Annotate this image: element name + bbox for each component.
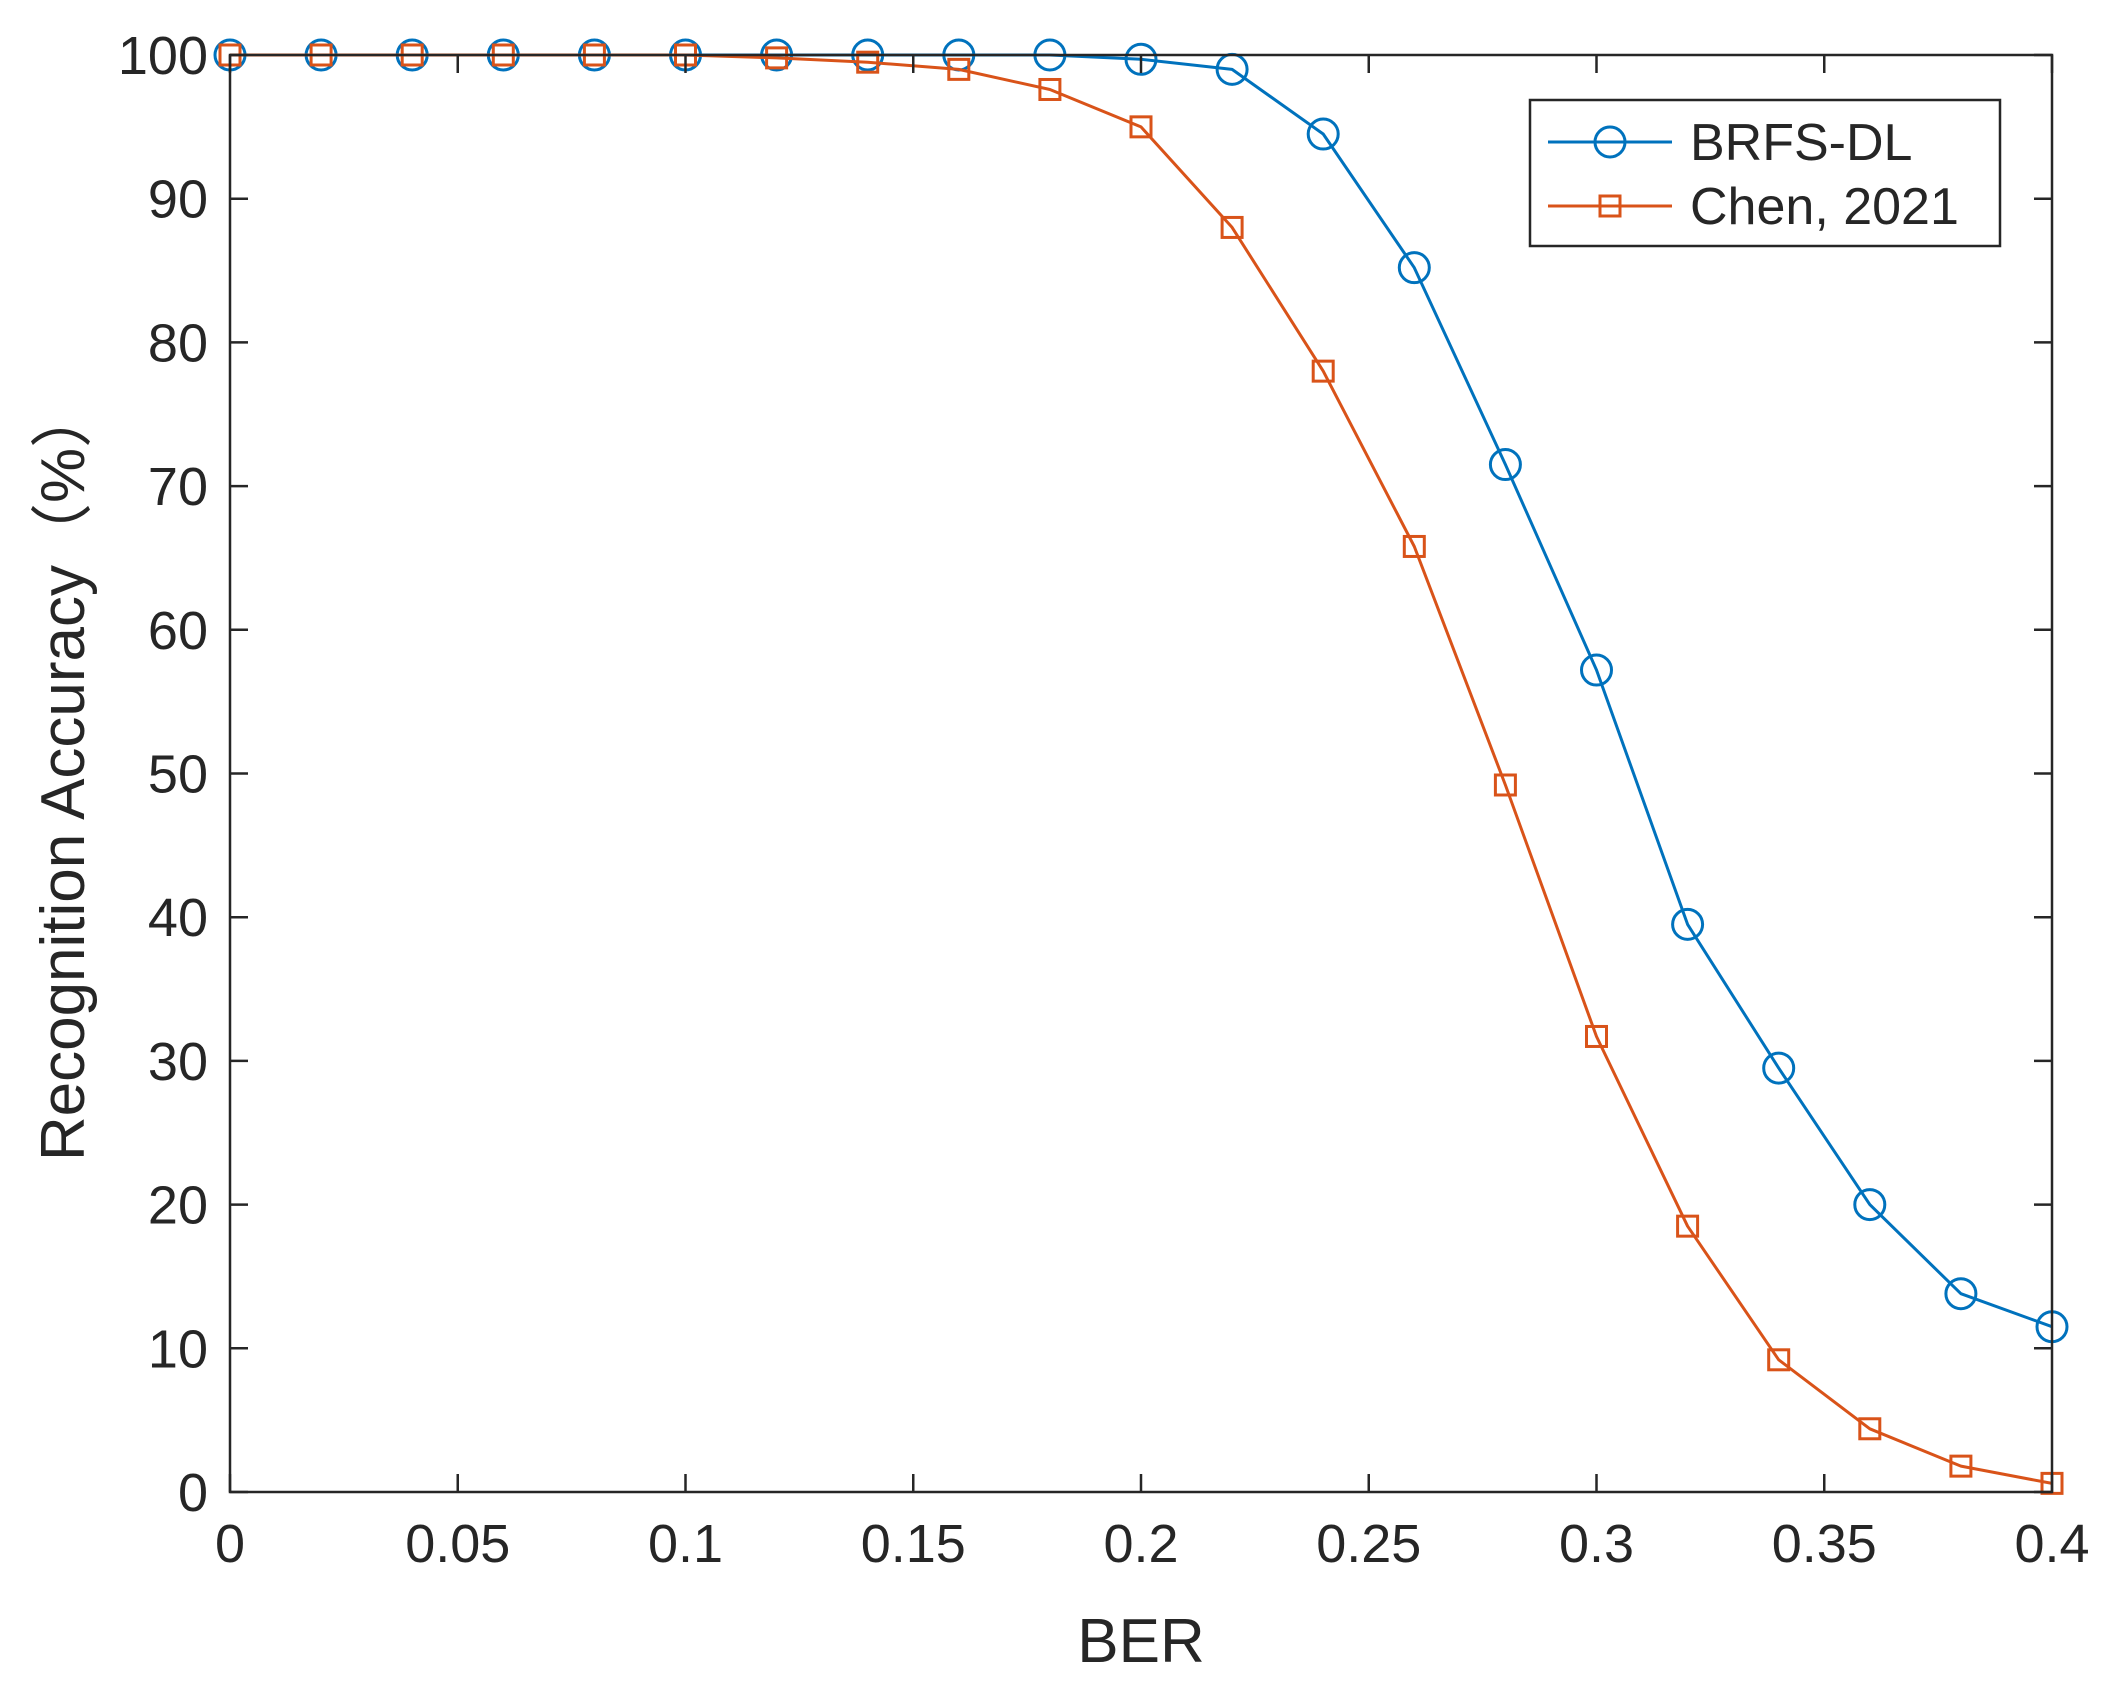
- data-point: [1488, 448, 1522, 482]
- data-point: [1585, 1024, 1608, 1048]
- ticks-layer: 0 0.05 0.1 0.15 0.2 0.25 0.3 0.35 0.4 0 10 20 30 40 50…: [118, 26, 2090, 1574]
- data-point: [1129, 115, 1153, 139]
- y-tick-label: 10: [148, 1319, 208, 1379]
- legend: BRFS-DL Chen, 2021: [1528, 98, 2002, 248]
- y-tick-label: 100: [118, 26, 208, 86]
- x-tick-label: 0.3: [1559, 1514, 1634, 1574]
- data-point: [1858, 1417, 1882, 1441]
- legend-label: BRFS-DL: [1690, 114, 1912, 172]
- data-point: [1124, 42, 1158, 76]
- data-point: [1949, 1454, 1973, 1478]
- legend-marker: [1593, 125, 1627, 159]
- data-point: [1038, 77, 1062, 101]
- data-point: [1306, 117, 1340, 151]
- data-point: [1944, 1277, 1978, 1311]
- y-tick-label: 80: [148, 313, 208, 373]
- data-point: [1397, 251, 1431, 285]
- y-tick-label: 50: [148, 745, 208, 805]
- data-point: [1580, 653, 1613, 687]
- data-point: [1493, 773, 1517, 797]
- y-axis-label: Recognition Accuracy（%）: [29, 386, 98, 1161]
- y-tick-label: 20: [148, 1176, 208, 1236]
- data-point: [1762, 1051, 1796, 1085]
- data-point: [1676, 1214, 1700, 1238]
- data-point: [1853, 1188, 1887, 1222]
- y-tick-label: 0: [178, 1463, 208, 1523]
- legend-items: BRFS-DL Chen, 2021: [1548, 114, 1959, 236]
- x-tick-label: 0.4: [2014, 1514, 2089, 1574]
- legend-box: [1528, 98, 2002, 248]
- y-tick-label: 90: [148, 170, 208, 230]
- data-point: [856, 50, 880, 74]
- data-point: [1402, 534, 1426, 558]
- data-point: [1311, 359, 1335, 383]
- legend-entry: BRFS-DL: [1548, 114, 1912, 172]
- data-point: [765, 46, 789, 70]
- x-tick-label: 0.2: [1103, 1514, 1178, 1574]
- legend-entry: Chen, 2021: [1548, 178, 1959, 236]
- x-tick-label: 0.1: [648, 1514, 723, 1574]
- data-point: [1671, 907, 1705, 941]
- x-tick-label: 0.15: [861, 1514, 966, 1574]
- legend-label: Chen, 2021: [1690, 178, 1959, 236]
- data-point: [947, 57, 971, 81]
- data-point: [1767, 1348, 1791, 1372]
- y-tick-label: 60: [148, 601, 208, 661]
- y-tick-label: 70: [148, 457, 208, 517]
- x-tick-label: 0.05: [405, 1514, 510, 1574]
- x-tick-label: 0.35: [1772, 1514, 1877, 1574]
- x-tick-label: 0.25: [1316, 1514, 1421, 1574]
- x-tick-label: 0: [215, 1514, 245, 1574]
- y-tick-label: 40: [148, 888, 208, 948]
- x-axis-label: BER: [1077, 1607, 1204, 1676]
- y-tick-label: 30: [148, 1032, 208, 1092]
- legend-marker: [1598, 194, 1622, 218]
- data-point: [1220, 215, 1244, 239]
